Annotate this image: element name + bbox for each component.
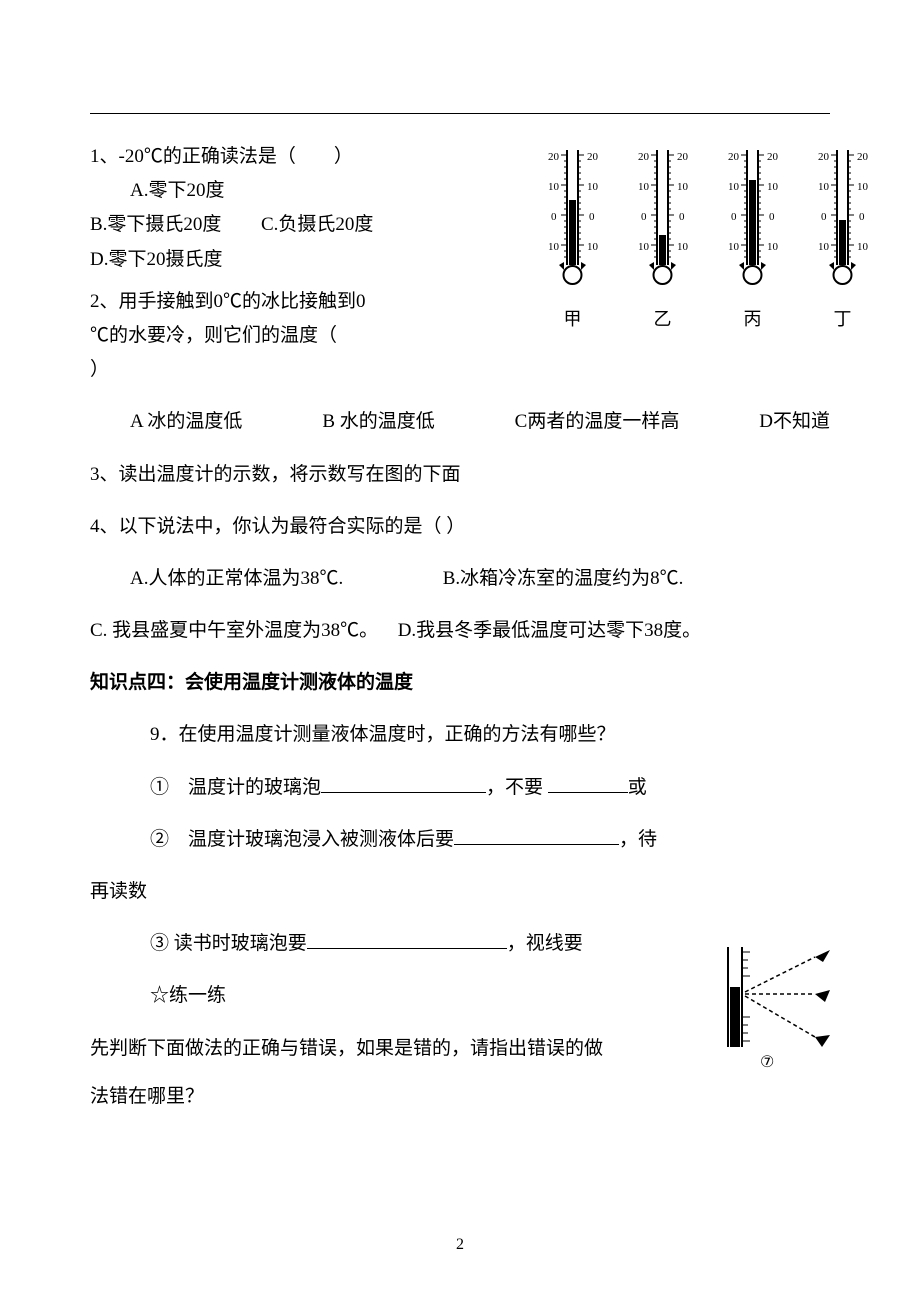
- svg-text:10: 10: [548, 241, 560, 253]
- q4-opts-cd: C. 我县盛夏中午室外温度为38℃。 D.我县冬季最低温度可达零下38度。: [90, 614, 830, 648]
- svg-text:10: 10: [767, 241, 779, 253]
- q2-options: A 冰的温度低 B 水的温度低 C两者的温度一样高 D不知道: [90, 405, 830, 439]
- svg-text:20: 20: [548, 151, 560, 163]
- svg-text:0: 0: [859, 211, 865, 223]
- svg-text:20: 20: [818, 151, 830, 163]
- svg-text:20: 20: [587, 151, 599, 163]
- thermometer-bing: 20 20 10 10 0 0 10 10 丙: [725, 140, 780, 335]
- q4-opt-c: C. 我县盛夏中午室外温度为38℃。: [90, 620, 378, 641]
- q3-text: 3、读出温度计的示数，将示数写在图的下面: [90, 464, 461, 485]
- item3-suffix: ，视线要: [507, 933, 583, 954]
- svg-text:10: 10: [587, 241, 599, 253]
- svg-text:10: 10: [548, 181, 560, 193]
- item1-suffix: 或: [628, 777, 647, 798]
- q1-opt-a: A.零下20度: [90, 174, 420, 208]
- svg-text:10: 10: [728, 181, 740, 193]
- top-divider: [90, 113, 830, 114]
- q1-opt-b: B.零下摄氏20度: [90, 214, 221, 235]
- thermometer-label-ding: 丁: [834, 303, 852, 335]
- svg-text:10: 10: [767, 181, 779, 193]
- svg-text:10: 10: [857, 241, 869, 253]
- svg-text:0: 0: [589, 211, 595, 223]
- thermometer-yi: 20 20 10 10 0 0 10 10 乙: [635, 140, 690, 335]
- svg-text:10: 10: [638, 181, 650, 193]
- svg-text:20: 20: [857, 151, 869, 163]
- svg-text:⑦: ⑦: [760, 1054, 774, 1071]
- svg-text:10: 10: [728, 241, 740, 253]
- q1-text: 1、-20℃的正确读法是（ ）: [90, 140, 420, 174]
- question-3: 3、读出温度计的示数，将示数写在图的下面: [90, 458, 830, 492]
- svg-text:20: 20: [767, 151, 779, 163]
- svg-text:10: 10: [857, 181, 869, 193]
- item3-prefix: ③ 读书时玻璃泡要: [150, 933, 307, 954]
- section4-item2-next: 再读数: [90, 875, 830, 909]
- section4-item2: ② 温度计玻璃泡浸入被测液体后要 ，待: [90, 823, 830, 857]
- main-content: 20 20 10 10 0 0 10 10 甲: [90, 140, 830, 1114]
- q2-opt-a: A 冰的温度低: [130, 405, 242, 439]
- svg-text:10: 10: [818, 241, 830, 253]
- thermometer-group: 20 20 10 10 0 0 10 10 甲: [545, 140, 870, 335]
- item2-prefix: ② 温度计玻璃泡浸入被测液体后要: [150, 829, 454, 850]
- q4-opt-a: A.人体的正常体温为38℃.: [130, 568, 343, 589]
- item2-suffix: ，待: [619, 829, 657, 850]
- item1-mid: ，不要: [486, 777, 548, 798]
- svg-text:0: 0: [769, 211, 775, 223]
- svg-text:0: 0: [731, 211, 737, 223]
- eye-diagram: ⑦: [710, 942, 840, 1084]
- svg-text:10: 10: [818, 181, 830, 193]
- question-5: 先判断下面做法的正确与错误，如果是错的，请指出错误的做 法错在哪里？: [90, 1032, 830, 1114]
- svg-text:0: 0: [641, 211, 647, 223]
- thermometer-jia-svg: 20 20 10 10 0 0 10 10: [545, 140, 600, 295]
- q4-opts-ab: A.人体的正常体温为38℃. B.冰箱冷冻室的温度约为8℃.: [90, 562, 830, 596]
- thermometer-jia: 20 20 10 10 0 0 10 10 甲: [545, 140, 600, 335]
- q2-opt-c: C两者的温度一样高: [515, 405, 680, 439]
- q1-opt-c: C.负摄氏20度: [261, 214, 373, 235]
- q2-opt-b: B 水的温度低: [322, 405, 434, 439]
- q4-opt-b: B.冰箱冷冻室的温度约为8℃.: [443, 568, 684, 589]
- q2-line2: ℃的水要冷，则它们的温度（: [90, 319, 430, 353]
- q4-text: 4、以下说法中，你认为最符合实际的是（ ）: [90, 510, 830, 544]
- thermometer-label-jia: 甲: [564, 303, 582, 335]
- svg-text:0: 0: [821, 211, 827, 223]
- svg-text:0: 0: [551, 211, 557, 223]
- q2-line1: 2、用手接触到0℃的冰比接触到0: [90, 285, 430, 319]
- question-2: 2、用手接触到0℃的冰比接触到0 ℃的水要冷，则它们的温度（ ）: [90, 285, 430, 388]
- section4-title: 知识点四：会使用温度计测液体的温度: [90, 666, 830, 700]
- blank-4: [307, 931, 507, 949]
- q1-opt-bc: B.零下摄氏20度 C.负摄氏20度: [90, 208, 420, 242]
- svg-text:10: 10: [677, 181, 689, 193]
- q4-opt-d: D.我县冬季最低温度可达零下38度。: [398, 620, 701, 641]
- svg-text:20: 20: [677, 151, 689, 163]
- thermometer-label-yi: 乙: [654, 303, 672, 335]
- page-number: 2: [456, 1231, 464, 1260]
- section4-item1: ① 温度计的玻璃泡 ，不要 或: [90, 771, 830, 805]
- q5-line2: 法错在哪里？: [90, 1080, 650, 1114]
- svg-text:10: 10: [677, 241, 689, 253]
- item1-prefix: ① 温度计的玻璃泡: [150, 777, 321, 798]
- question-1: 1、-20℃的正确读法是（ ） A.零下20度 B.零下摄氏20度 C.负摄氏2…: [90, 140, 420, 277]
- thermometer-label-bing: 丙: [744, 303, 762, 335]
- q5-text: 先判断下面做法的正确与错误，如果是错的，请指出错误的做 法错在哪里？: [90, 1032, 650, 1114]
- eye-diagram-svg: ⑦: [710, 942, 840, 1072]
- section4-q9: 9．在使用温度计测量液体温度时，正确的方法有哪些？: [90, 718, 830, 752]
- blank-1: [321, 775, 486, 793]
- svg-text:0: 0: [679, 211, 685, 223]
- svg-text:20: 20: [728, 151, 740, 163]
- svg-text:10: 10: [587, 181, 599, 193]
- q1-opt-d: D.零下20摄氏度: [90, 243, 420, 277]
- svg-text:10: 10: [638, 241, 650, 253]
- q2-line3: ）: [90, 353, 430, 387]
- question-4: 4、以下说法中，你认为最符合实际的是（ ） A.人体的正常体温为38℃. B.冰…: [90, 510, 830, 649]
- thermometer-yi-svg: 20 20 10 10 0 0 10 10: [635, 140, 690, 295]
- thermometer-ding: 20 20 10 10 0 0 10 10 丁: [815, 140, 870, 335]
- svg-text:20: 20: [638, 151, 650, 163]
- blank-3: [454, 827, 619, 845]
- thermometer-bing-svg: 20 20 10 10 0 0 10 10: [725, 140, 780, 295]
- blank-2: [548, 775, 628, 793]
- thermometer-ding-svg: 20 20 10 10 0 0 10 10: [815, 140, 870, 295]
- q2-opt-d: D不知道: [759, 405, 830, 439]
- q5-line1: 先判断下面做法的正确与错误，如果是错的，请指出错误的做: [90, 1032, 650, 1066]
